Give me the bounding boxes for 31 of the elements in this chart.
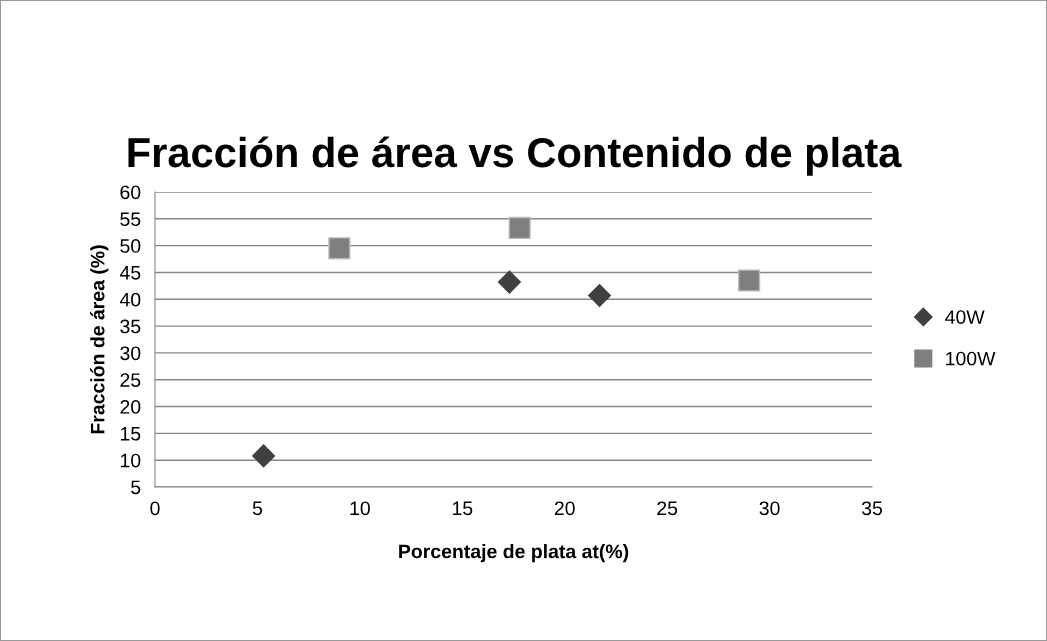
x-axis-title: Porcentaje de plata at(%) xyxy=(399,544,629,563)
y-tick-label: 40 xyxy=(119,292,141,307)
y-axis-title: Fracción de área (%) xyxy=(90,245,109,434)
point xyxy=(508,216,531,240)
x-tick-label: 25 xyxy=(657,501,678,516)
point xyxy=(497,270,521,294)
x-tick-label: 30 xyxy=(759,501,780,516)
legend-label: 40W xyxy=(945,310,985,324)
x-tick-label: 15 xyxy=(452,501,473,516)
x-tick-label: 20 xyxy=(554,501,575,516)
y-tick-label: 30 xyxy=(120,346,141,361)
y-tick-label: 25 xyxy=(120,373,141,387)
x-tick-label: 5 xyxy=(252,501,263,516)
point xyxy=(252,444,276,468)
point xyxy=(737,269,761,292)
legend-label: 100W xyxy=(946,351,996,366)
y-tick-label: 15 xyxy=(120,427,141,441)
y-tick-label: 50 xyxy=(120,239,141,253)
chart-title: Fracción de área vs Contenido de plata xyxy=(128,136,902,176)
point xyxy=(328,237,351,260)
y-tick-label: 20 xyxy=(120,400,141,414)
y-tick-label: 35 xyxy=(120,319,141,334)
y-tick-label: 60 xyxy=(120,185,141,200)
y-tick-label: 55 xyxy=(120,212,141,227)
y-tick-label: 10 xyxy=(120,453,141,468)
point xyxy=(588,284,612,308)
x-tick-label: 35 xyxy=(861,501,882,516)
x-tick-label: 10 xyxy=(350,501,370,516)
y-tick-label: 5 xyxy=(131,480,141,495)
x-tick-label: 0 xyxy=(150,501,160,516)
y-tick-label: 45 xyxy=(119,266,141,280)
